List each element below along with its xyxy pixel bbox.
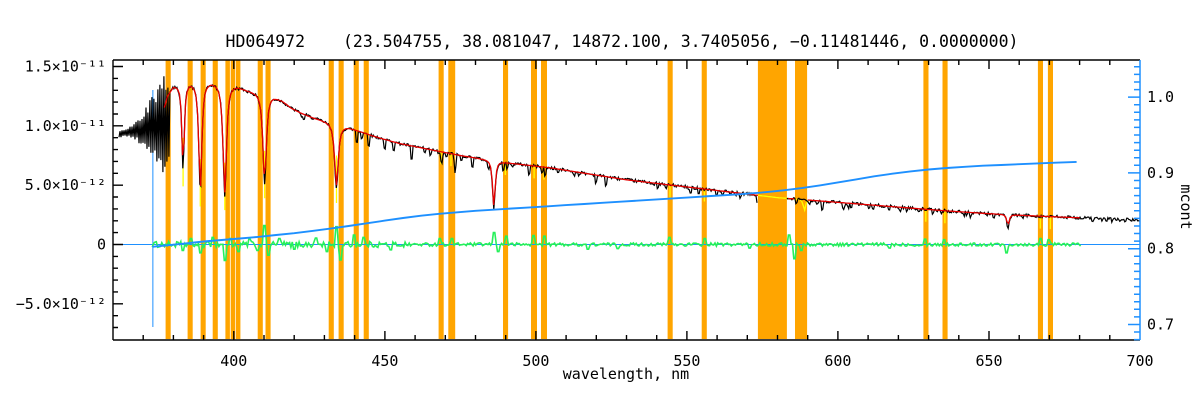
- plot-title-star: HD064972: [226, 32, 305, 51]
- masked-band: [212, 60, 218, 339]
- model-continuum-line: [182, 137, 1051, 230]
- x-tick-label-650: 650: [975, 352, 1002, 370]
- masked-band: [503, 60, 509, 339]
- y-right-tick-label: 1.0: [1147, 88, 1174, 106]
- masked-band: [757, 60, 787, 339]
- masked-band: [265, 60, 271, 339]
- plot-frame: [112, 59, 1140, 341]
- masked-band: [448, 60, 456, 339]
- masked-band: [1047, 60, 1053, 339]
- y-right-tick-label: 0.7: [1147, 316, 1174, 334]
- x-tick-label-700: 700: [1126, 352, 1153, 370]
- masked-band: [338, 60, 344, 339]
- spectrum-curves: [118, 76, 1141, 262]
- masked-band: [531, 60, 537, 339]
- masked-band: [200, 60, 206, 339]
- residual-line: [151, 224, 1082, 262]
- masked-band: [165, 60, 171, 339]
- axis-labels: HD064972 (23.504755, 38.081047, 14872.10…: [0, 32, 1195, 383]
- masked-band: [363, 60, 369, 339]
- plot-title-params: (23.504755, 38.081047, 14872.100, 3.7405…: [343, 32, 1019, 51]
- model-fit-line: [163, 84, 1080, 225]
- x-axis-title: wavelength, nm: [563, 365, 689, 383]
- masked-band: [1037, 60, 1043, 339]
- masked-bands: [165, 60, 1053, 339]
- y-left-tick-label: 0: [97, 236, 106, 254]
- masked-band: [225, 60, 230, 339]
- y-right-tick-label: 0.8: [1147, 240, 1174, 258]
- masked-band: [438, 60, 444, 339]
- y-right-tick-label: 0.9: [1147, 164, 1174, 182]
- observed-spectrum-line: [118, 76, 1141, 231]
- y-left-tick-label: −5.0×10⁻¹²: [16, 295, 106, 313]
- masked-band: [187, 60, 193, 339]
- y-left-tick-label: 5.0×10⁻¹²: [25, 176, 106, 194]
- y-axis-title-left-clipped: flam, ergs: [0, 160, 1, 250]
- y-axis-title-right: mcont: [1177, 184, 1195, 229]
- masked-band: [923, 60, 929, 339]
- x-tick-label-400: 400: [220, 352, 247, 370]
- axes-frame: [112, 59, 1141, 341]
- y-left-tick-label: 1.5×10⁻¹¹: [25, 58, 106, 76]
- x-tick-label-550: 550: [673, 352, 700, 370]
- x-tick-label-500: 500: [522, 352, 549, 370]
- masked-band: [541, 60, 547, 339]
- masked-band: [257, 60, 263, 339]
- y-left-tick-label: 1.0×10⁻¹¹: [25, 117, 106, 135]
- right-axis: [1128, 60, 1141, 341]
- mcont-line: [152, 160, 1077, 248]
- plot-title: HD064972 (23.504755, 38.081047, 14872.10…: [226, 32, 1019, 51]
- masked-band: [942, 60, 948, 339]
- x-tick-label-450: 450: [371, 352, 398, 370]
- masked-band: [328, 60, 334, 339]
- x-tick-label-600: 600: [824, 352, 851, 370]
- masked-band: [235, 60, 241, 339]
- masked-band: [230, 60, 236, 339]
- masked-band: [353, 60, 359, 339]
